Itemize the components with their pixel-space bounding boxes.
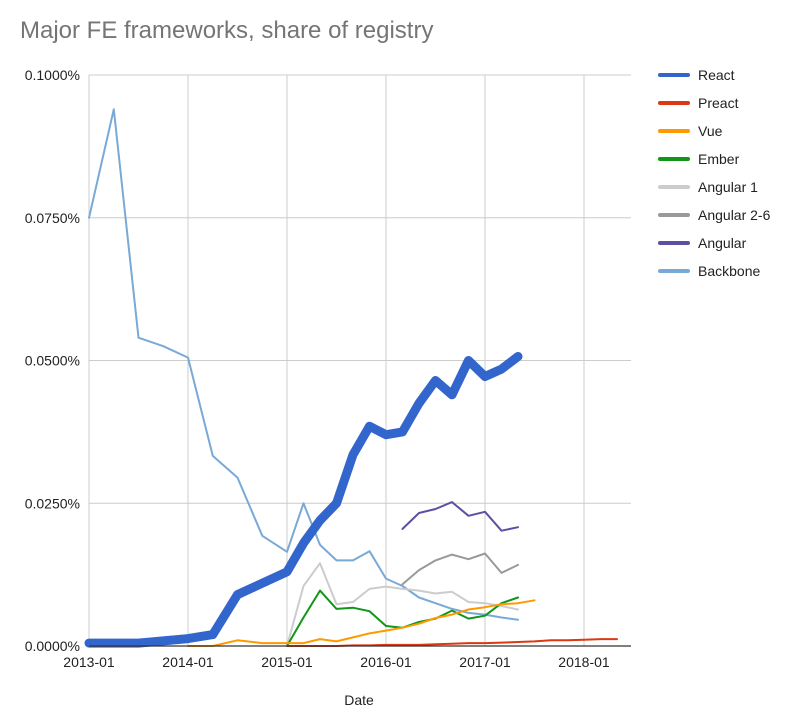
legend-label: React: [698, 67, 735, 83]
legend: React Preact Vue Ember Angular 1 Angular 2-6 A…: [658, 67, 771, 279]
chart-title: Major FE frameworks, share of registry: [20, 17, 433, 44]
legend-label: Backbone: [698, 263, 760, 279]
legend-item: Angular: [658, 235, 747, 251]
x-tick-label: 2017-01: [459, 654, 511, 670]
y-tick-label: 0.0250%: [25, 495, 80, 511]
y-tick-label: 0.0500%: [25, 353, 80, 369]
series-line-ember: [286, 589, 519, 647]
legend-item: Ember: [658, 151, 740, 167]
series-line-preact: [286, 638, 618, 647]
series-line-backbone: [88, 108, 519, 621]
x-tick-label: 2014-01: [162, 654, 214, 670]
series-line-angular: [401, 501, 519, 532]
legend-item: Angular 2-6: [658, 207, 771, 223]
legend-label: Preact: [698, 95, 739, 111]
axes: 0.0000% 0.0250% 0.0500% 0.0750% 0.1000% 2013-…: [25, 67, 631, 670]
legend-item: Preact: [658, 95, 739, 111]
x-tick-label: 2015-01: [261, 654, 313, 670]
x-tick-label: 2016-01: [360, 654, 412, 670]
legend-label: Vue: [698, 123, 723, 139]
legend-item: Backbone: [658, 263, 760, 279]
legend-item: Vue: [658, 123, 723, 139]
legend-item: Angular 1: [658, 179, 758, 195]
x-tick-label: 2013-01: [63, 654, 115, 670]
series-line-react: [84, 352, 523, 648]
x-axis-title: Date: [344, 692, 374, 708]
x-tick-label: 2018-01: [558, 654, 610, 670]
series-line-angular-1: [286, 562, 519, 647]
series-lines: [84, 108, 618, 648]
legend-label: Angular 2-6: [698, 207, 771, 223]
gridlines: [88, 74, 631, 646]
legend-item: React: [658, 67, 735, 83]
series-line-vue: [187, 599, 536, 647]
y-tick-label: 0.0750%: [25, 210, 80, 226]
legend-label: Angular: [698, 235, 747, 251]
y-tick-label: 0.0000%: [25, 638, 80, 654]
y-tick-label: 0.1000%: [25, 67, 80, 83]
series-line-angular-2-6: [401, 552, 519, 586]
legend-label: Ember: [698, 151, 740, 167]
legend-label: Angular 1: [698, 179, 758, 195]
